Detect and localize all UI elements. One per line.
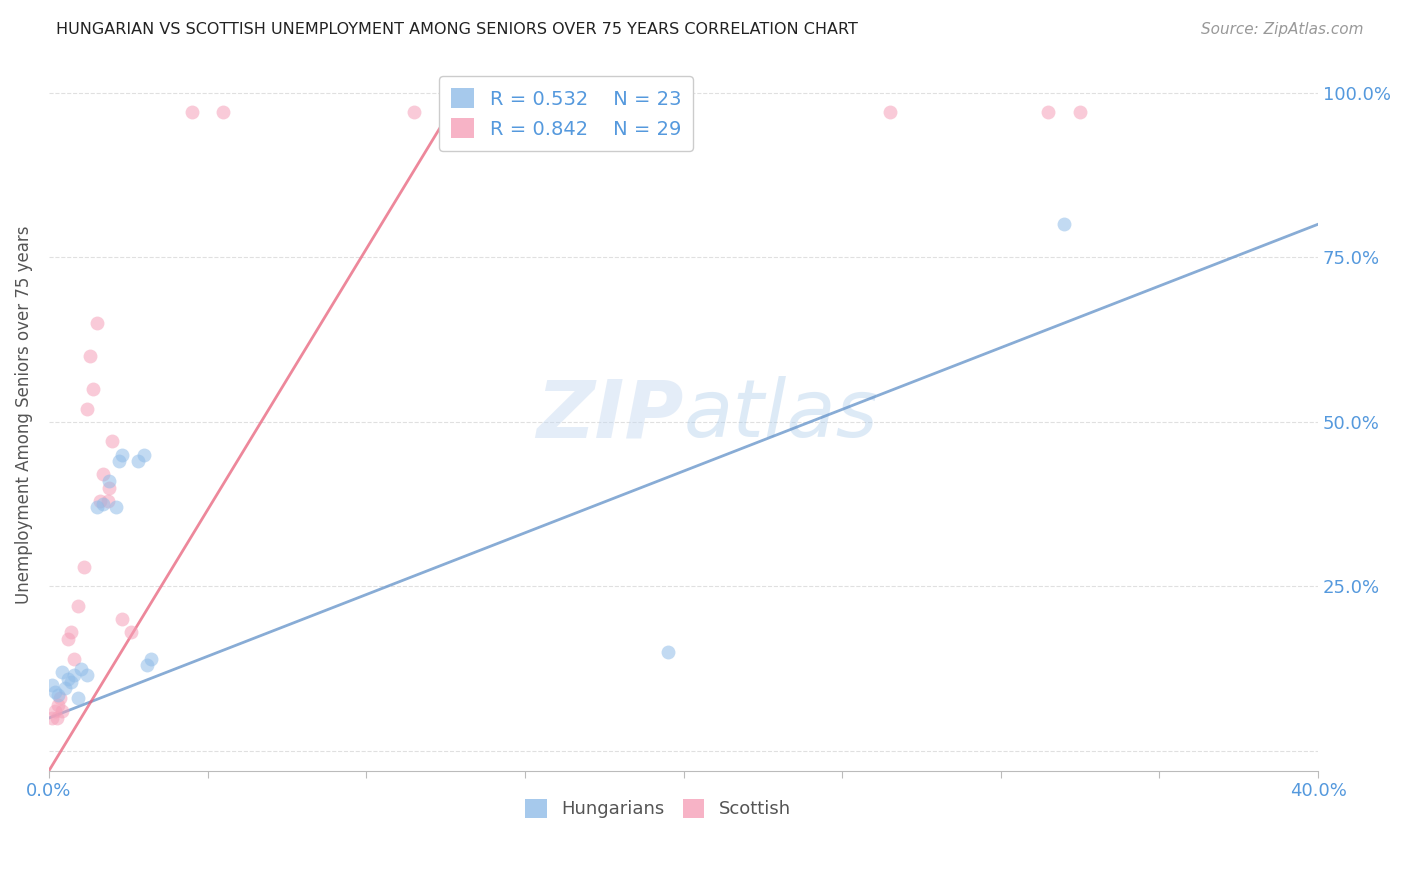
Point bbox=[63, 668, 86, 682]
Point bbox=[127, 454, 149, 468]
Point bbox=[82, 382, 104, 396]
Point bbox=[212, 105, 235, 120]
Point bbox=[44, 684, 66, 698]
Point bbox=[44, 705, 66, 719]
Point bbox=[76, 401, 98, 416]
Point bbox=[73, 559, 96, 574]
Point bbox=[41, 711, 63, 725]
Point bbox=[48, 698, 70, 712]
Point bbox=[402, 105, 425, 120]
Point bbox=[79, 349, 101, 363]
Point bbox=[66, 691, 89, 706]
Point bbox=[63, 652, 86, 666]
Point bbox=[104, 500, 127, 515]
Point bbox=[180, 105, 202, 120]
Point bbox=[41, 678, 63, 692]
Point bbox=[97, 493, 120, 508]
Point bbox=[134, 448, 156, 462]
Point bbox=[66, 599, 89, 613]
Point bbox=[101, 434, 124, 449]
Point bbox=[53, 681, 76, 696]
Point bbox=[60, 625, 83, 640]
Point bbox=[98, 481, 121, 495]
Point bbox=[139, 652, 162, 666]
Point bbox=[89, 493, 111, 508]
Point bbox=[1038, 105, 1060, 120]
Point bbox=[49, 691, 72, 706]
Point bbox=[91, 467, 114, 482]
Text: HUNGARIAN VS SCOTTISH UNEMPLOYMENT AMONG SENIORS OVER 75 YEARS CORRELATION CHART: HUNGARIAN VS SCOTTISH UNEMPLOYMENT AMONG… bbox=[56, 22, 858, 37]
Point bbox=[107, 454, 129, 468]
Point bbox=[1053, 217, 1076, 231]
Point bbox=[121, 625, 143, 640]
Point bbox=[657, 645, 679, 659]
Point bbox=[51, 665, 73, 679]
Text: ZIP: ZIP bbox=[536, 376, 683, 454]
Text: atlas: atlas bbox=[683, 376, 879, 454]
Point bbox=[56, 672, 79, 686]
Y-axis label: Unemployment Among Seniors over 75 years: Unemployment Among Seniors over 75 years bbox=[15, 226, 32, 605]
Point bbox=[48, 688, 70, 702]
Point bbox=[91, 497, 114, 511]
Point bbox=[56, 632, 79, 646]
Point bbox=[45, 711, 67, 725]
Point bbox=[879, 105, 901, 120]
Point bbox=[69, 662, 91, 676]
Legend: Hungarians, Scottish: Hungarians, Scottish bbox=[519, 792, 799, 826]
Point bbox=[111, 612, 134, 626]
Point bbox=[136, 658, 159, 673]
Text: Source: ZipAtlas.com: Source: ZipAtlas.com bbox=[1201, 22, 1364, 37]
Point bbox=[111, 448, 134, 462]
Point bbox=[60, 674, 83, 689]
Point bbox=[530, 105, 553, 120]
Point bbox=[86, 316, 108, 330]
Point bbox=[98, 474, 121, 488]
Point bbox=[86, 500, 108, 515]
Point bbox=[76, 668, 98, 682]
Point bbox=[1069, 105, 1091, 120]
Point bbox=[51, 705, 73, 719]
